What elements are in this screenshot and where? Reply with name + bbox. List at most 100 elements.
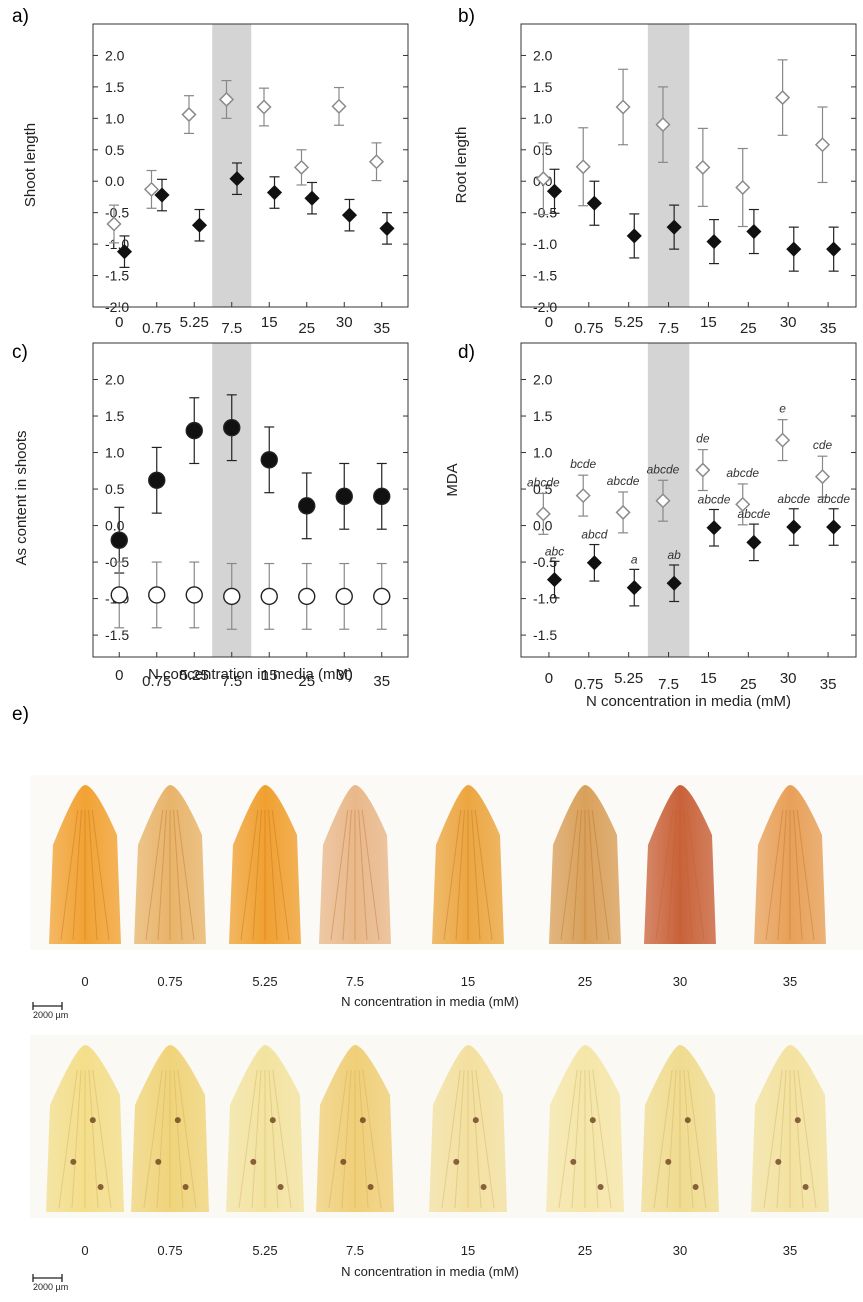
tip-striation [177,1069,197,1209]
stain-spot [794,1117,801,1124]
x-tick-label: 0.75 [574,676,603,693]
panel-label-b: b) [458,6,475,27]
stain-spot [89,1117,96,1124]
root-tip-image [754,785,826,944]
open-diamond-point [735,179,751,196]
root-tip-image [134,785,206,944]
x-tick-label: 15 [700,670,717,687]
open-circle-point [298,587,316,606]
tip-label: 5.25 [252,974,277,989]
tip-striation [655,809,674,941]
tip-striation [765,809,784,941]
tip-striation [145,809,164,941]
tip-striation [358,1069,369,1209]
tip-striation [240,809,259,941]
stain-spot [70,1158,77,1165]
x-tick-label: 30 [336,314,353,331]
tip-striation [471,1069,482,1209]
tip-striation [176,809,195,941]
tip-striation [328,1069,348,1209]
x-tick-label: 30 [780,670,797,687]
root-tip-image [316,1045,394,1212]
filled-diamond-point [546,572,563,588]
y-tick-label: 0.0 [105,173,125,189]
chart-c-as-content: -1.5-1.0-0.50.00.51.01.52.000.755.257.51… [13,342,409,690]
significance-letter: abcde [777,492,810,506]
stain-spot [269,1117,276,1124]
open-circle-point [223,587,241,606]
open-diamond-point [775,90,791,106]
x-tick-label: 15 [261,314,278,331]
tip-label: 30 [673,974,687,989]
filled-diamond-point [586,555,602,571]
panel-label-c: c) [12,342,28,363]
y-tick-label: -1.0 [533,591,557,607]
tip-striation [268,1069,279,1209]
tip-striation [588,809,598,941]
tip-striation [793,809,803,941]
open-diamond-point [256,99,272,115]
significance-letter: abcde [647,462,680,476]
open-circle-point [335,587,353,606]
tip-label: 15 [461,974,475,989]
tip-striation [251,1069,262,1209]
tip-striation [797,1069,817,1209]
x-tick-label: 7.5 [221,673,242,690]
chart-b-root-length: -2.0-1.5-1.0-0.50.00.51.01.52.000.755.25… [453,23,857,337]
x-tick-label: 25 [740,320,757,337]
tip-label: 0.75 [157,974,182,989]
open-diamond-point [535,506,551,522]
significance-letter: abc [545,544,564,558]
open-diamond-point [181,106,197,123]
open-circle-point [110,586,128,604]
stain-spot [684,1117,691,1124]
x-tick-label: 30 [780,314,797,331]
significance-letter: de [696,432,710,446]
filled-circle-point [110,531,128,549]
y-axis-label: MDA [444,463,461,496]
significance-letter: cde [813,438,833,452]
stain-spot [277,1183,284,1190]
y-tick-label: -1.5 [533,627,557,643]
x-tick-label: 30 [336,667,353,684]
significance-letter: bcde [570,457,596,471]
stain-spot [182,1183,189,1190]
tip-striation [268,809,278,941]
tip-striation [441,1069,461,1209]
y-axis-label: Root length [453,127,470,204]
tip-striation [471,809,481,941]
tip-label: 15 [461,1243,475,1258]
open-circle-point [260,587,278,606]
chart-d-mda: -1.5-1.0-0.50.00.51.01.52.000.755.257.51… [444,342,857,710]
tip-striation [92,1069,112,1209]
x-tick-label: 5.25 [614,314,643,331]
tip-striation [91,809,110,941]
filled-diamond-point [666,219,682,235]
filled-diamond-point [341,207,358,223]
x-tick-label: 35 [820,676,837,693]
tip-striation [358,809,368,941]
tip-striation [591,809,610,941]
y-tick-label: 1.5 [533,79,553,95]
significance-letter: abcde [817,492,850,506]
tip-striation [454,1069,465,1209]
filled-diamond-point [191,217,208,233]
x-tick-label: 0.75 [574,320,603,337]
stain-spot [97,1183,104,1190]
filled-diamond-point [786,241,802,257]
filled-diamond-point [746,223,762,240]
open-diamond-point [106,216,122,232]
significance-letter: a [631,552,638,566]
y-tick-label: 1.5 [533,408,553,424]
y-axis-label: As content in shoots [13,430,30,565]
x-tick-label: 0 [115,667,123,684]
highlight-band [212,24,252,307]
tip-striation [173,1069,184,1209]
significance-letter: ab [667,548,681,562]
significance-letter: e [779,402,786,416]
tip-label: 7.5 [346,1243,364,1258]
stain-spot [367,1183,374,1190]
filled-diamond-point [826,519,842,535]
open-diamond-point [695,159,711,175]
tip-striation [763,1069,783,1209]
